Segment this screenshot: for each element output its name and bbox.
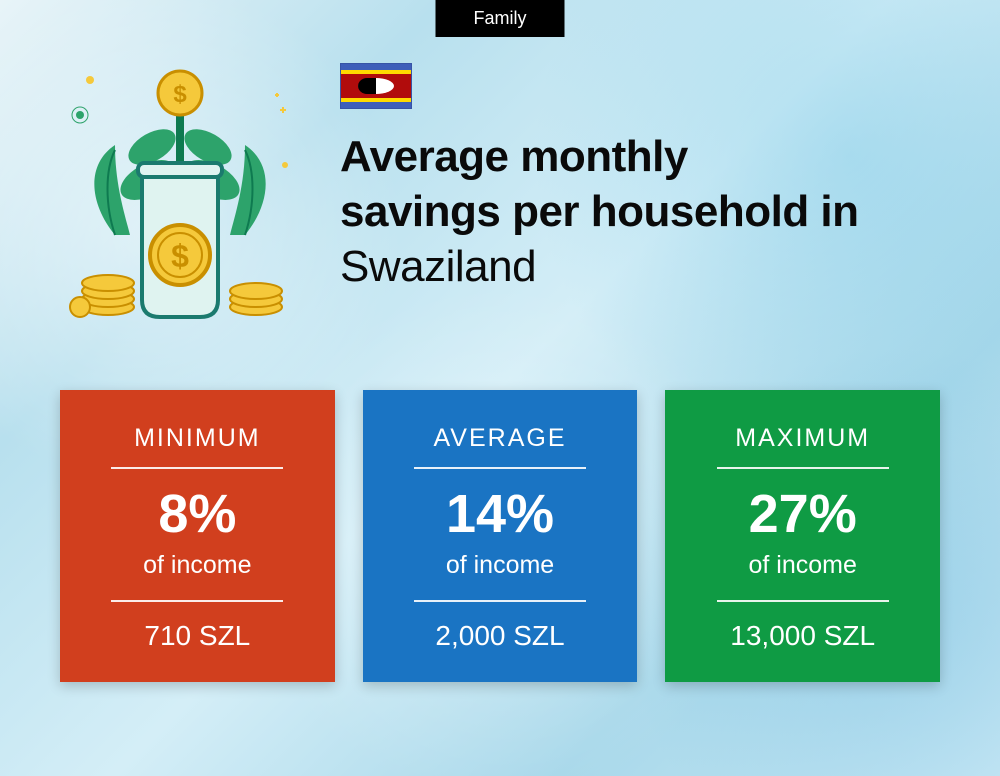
card-label: MAXIMUM <box>717 424 889 469</box>
card-percent: 14% <box>393 487 608 541</box>
title-country: Swaziland <box>340 242 536 291</box>
page-title: Average monthly savings per household in… <box>340 129 940 294</box>
title-line-1: Average monthly <box>340 132 688 181</box>
stat-card-average: AVERAGE 14% of income 2,000 SZL <box>363 390 638 682</box>
card-sub: of income <box>111 551 283 602</box>
savings-jar-illustration: $ $ <box>60 55 300 325</box>
stat-card-minimum: MINIMUM 8% of income 710 SZL <box>60 390 335 682</box>
card-amount: 2,000 SZL <box>393 620 608 652</box>
header: $ $ <box>60 55 940 325</box>
stat-card-maximum: MAXIMUM 27% of income 13,000 SZL <box>665 390 940 682</box>
svg-text:$: $ <box>173 81 187 108</box>
card-percent: 8% <box>90 487 305 541</box>
card-label: AVERAGE <box>414 424 586 469</box>
card-percent: 27% <box>695 487 910 541</box>
svg-text:$: $ <box>171 238 189 274</box>
card-amount: 13,000 SZL <box>695 620 910 652</box>
card-amount: 710 SZL <box>90 620 305 652</box>
country-flag <box>340 63 412 109</box>
card-label: MINIMUM <box>111 424 283 469</box>
stat-cards: MINIMUM 8% of income 710 SZL AVERAGE 14%… <box>60 390 940 682</box>
title-block: Average monthly savings per household in… <box>340 55 940 294</box>
card-sub: of income <box>414 551 586 602</box>
category-badge: Family <box>436 0 565 37</box>
title-line-2: savings per household in <box>340 187 859 236</box>
card-sub: of income <box>717 551 889 602</box>
